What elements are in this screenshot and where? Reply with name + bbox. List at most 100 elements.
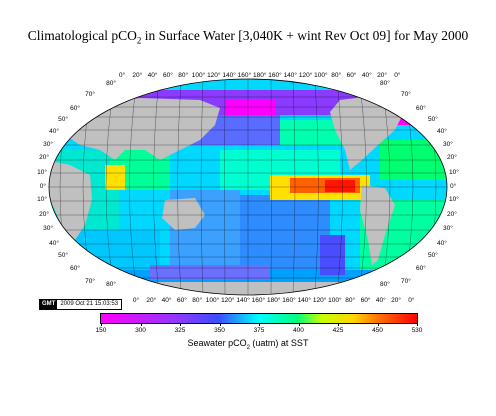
colorbar-tick-mark bbox=[338, 323, 339, 326]
colorbar-tick-mark bbox=[101, 323, 102, 326]
lat-label-left: 70° bbox=[85, 90, 95, 98]
lon-label-top: 160° bbox=[238, 71, 252, 79]
lat-label-left: 10° bbox=[37, 195, 47, 203]
lat-label-right: 70° bbox=[401, 277, 411, 285]
lon-label-bottom: 0° bbox=[133, 296, 140, 304]
lon-label-top: 40° bbox=[362, 71, 372, 79]
lat-label-left: 0° bbox=[40, 182, 47, 190]
lon-label-bottom: 20° bbox=[391, 296, 401, 304]
lat-label-right: 0° bbox=[450, 182, 457, 190]
lat-label-left: 10° bbox=[37, 168, 47, 176]
lon-label-bottom: 80° bbox=[192, 296, 202, 304]
lon-label-bottom: 120° bbox=[313, 296, 327, 304]
colorbar-tick-label: 150 bbox=[95, 327, 107, 334]
lon-label-top: 20° bbox=[132, 71, 142, 79]
lon-label-top: 80° bbox=[178, 71, 188, 79]
colorbar-tick-label: 350 bbox=[214, 327, 225, 334]
colorbar-tick-label: 450 bbox=[372, 327, 383, 334]
colorbar-tick-label: 400 bbox=[293, 327, 304, 334]
lat-label-right: 80° bbox=[380, 79, 390, 87]
lat-label-left: 30° bbox=[43, 224, 53, 232]
colorbar-tick-label: 300 bbox=[135, 327, 146, 334]
lon-label-top: 0° bbox=[394, 71, 401, 79]
colorbar-tick-mark bbox=[180, 323, 181, 326]
lat-labels-right: 80°70°60°50°40°30°20°10°0°10°20°30°40°50… bbox=[380, 79, 459, 288]
lon-label-top: 140° bbox=[284, 71, 298, 79]
figure-title: Climatological pCO2 in Surface Water [3,… bbox=[27, 28, 469, 46]
lat-label-right: 10° bbox=[449, 195, 459, 203]
lat-label-right: 70° bbox=[401, 90, 411, 98]
gmt-timestamp-badge: GMT 2009 Oct 21 15:03:53 bbox=[39, 299, 123, 310]
lat-label-left: 60° bbox=[70, 104, 80, 112]
lat-label-right: 40° bbox=[437, 127, 447, 135]
lat-label-left: 20° bbox=[39, 210, 49, 218]
lat-label-right: 20° bbox=[447, 153, 457, 161]
colorbar-tick-label: 375 bbox=[253, 327, 265, 334]
lon-label-top: 80° bbox=[331, 71, 341, 79]
lon-label-bottom: 80° bbox=[345, 296, 355, 304]
lon-label-top: 160° bbox=[268, 71, 282, 79]
lon-label-top: 120° bbox=[299, 71, 313, 79]
lat-label-right: 60° bbox=[416, 104, 426, 112]
lat-label-left: 40° bbox=[49, 127, 59, 135]
lat-label-right: 20° bbox=[447, 210, 457, 218]
lon-label-bottom: 60° bbox=[177, 296, 187, 304]
lon-label-bottom: 100° bbox=[206, 296, 220, 304]
colorbar-tick-label: 325 bbox=[174, 327, 186, 334]
lat-label-left: 80° bbox=[106, 79, 116, 87]
colorbar-label: Seawater pCO2 (uatm) at SST bbox=[187, 338, 309, 351]
lon-label-bottom: 0° bbox=[408, 296, 415, 304]
lat-label-left: 80° bbox=[106, 280, 116, 288]
lat-label-left: 20° bbox=[39, 153, 49, 161]
lon-label-top: 120° bbox=[207, 71, 221, 79]
lon-label-top: 40° bbox=[148, 71, 158, 79]
lon-label-top: 100° bbox=[192, 71, 206, 79]
gmt-logo: GMT bbox=[40, 300, 58, 309]
colorbar-tick-mark bbox=[377, 323, 379, 326]
lat-label-right: 40° bbox=[437, 239, 447, 247]
lat-label-left: 50° bbox=[58, 115, 68, 123]
colorbar-tick-label: 530 bbox=[411, 327, 423, 334]
colorbar-tick-mark bbox=[140, 323, 142, 326]
lon-label-top: 140° bbox=[222, 71, 236, 79]
lat-label-left: 60° bbox=[70, 264, 80, 272]
timestamp: 2009 Oct 21 15:03:53 bbox=[60, 301, 119, 307]
lat-label-left: 70° bbox=[85, 277, 95, 285]
lat-label-left: 40° bbox=[49, 239, 59, 247]
lat-label-right: 30° bbox=[443, 140, 453, 148]
lat-label-left: 30° bbox=[43, 140, 53, 148]
lon-label-top: 100° bbox=[314, 71, 328, 79]
lat-label-right: 60° bbox=[416, 264, 426, 272]
lon-label-bottom: 60° bbox=[361, 296, 371, 304]
lat-label-right: 10° bbox=[449, 168, 459, 176]
lon-label-bottom: 180° bbox=[267, 296, 281, 304]
lat-label-left: 50° bbox=[58, 251, 68, 259]
lon-labels-top: 0° 20° 40° 60° 80° 100° 120° 140° 160° 180° 160° 14… bbox=[119, 71, 401, 79]
lon-label-top: 180° bbox=[253, 71, 267, 79]
lat-label-right: 50° bbox=[428, 115, 438, 123]
lon-label-bottom: 140° bbox=[298, 296, 312, 304]
lon-label-bottom: 40° bbox=[162, 296, 172, 304]
lon-label-top: 0° bbox=[119, 71, 126, 79]
colorbar-tick-label: 425 bbox=[332, 327, 344, 334]
lon-label-bottom: 160° bbox=[282, 296, 296, 304]
lon-labels-bottom: 0° 20° 40° 60° 80° 100° 120° 140° 160° 180° 160° 14… bbox=[133, 296, 415, 304]
lon-label-bottom: 20° bbox=[146, 296, 156, 304]
colorbar-tick-mark bbox=[417, 323, 418, 326]
lon-label-bottom: 160° bbox=[252, 296, 266, 304]
lon-label-bottom: 40° bbox=[376, 296, 386, 304]
map-frame bbox=[48, 78, 448, 296]
lat-label-right: 50° bbox=[428, 251, 438, 259]
colorbar-tick-mark bbox=[219, 323, 221, 326]
lon-label-top: 60° bbox=[347, 71, 357, 79]
lat-label-right: 80° bbox=[380, 280, 390, 288]
colorbar-tick-mark bbox=[298, 323, 300, 326]
colorbar-tick-mark bbox=[259, 323, 260, 326]
lon-label-bottom: 100° bbox=[328, 296, 342, 304]
lat-labels-left: 80°70°60°50°40°30°20°10°0°10°20°30°40°50… bbox=[37, 79, 116, 288]
lon-label-bottom: 120° bbox=[221, 296, 235, 304]
lon-label-top: 20° bbox=[377, 71, 387, 79]
lat-label-right: 30° bbox=[443, 224, 453, 232]
lon-label-top: 60° bbox=[163, 71, 173, 79]
